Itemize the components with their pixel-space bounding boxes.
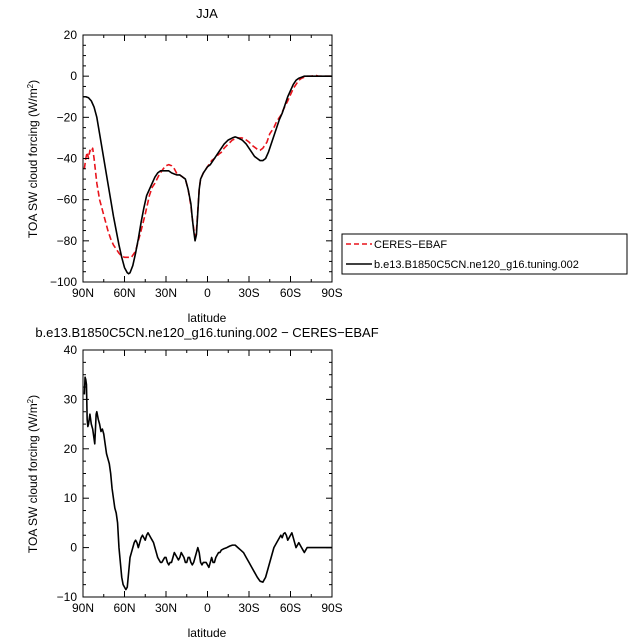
bottom-ytick-label: 0 xyxy=(70,541,77,555)
top-ytick-label: −60 xyxy=(57,193,78,207)
bottom-xtick-label: 90N xyxy=(72,601,94,615)
top-chart-title: JJA xyxy=(196,6,218,21)
top-xtick-label: 30S xyxy=(238,286,259,300)
legend-label-ceres: CERES−EBAF xyxy=(374,239,447,251)
bottom-ytick-label: 30 xyxy=(64,392,78,406)
top-xtick-label: 90S xyxy=(321,286,342,300)
legend-label-model: b.e13.B1850C5CN.ne120_g16.tuning.002 xyxy=(374,259,579,271)
bottom-yaxis-label-sup: 2 xyxy=(26,398,35,403)
top-series-line-1 xyxy=(83,75,332,275)
top-xtick-label: 60S xyxy=(280,286,301,300)
bottom-xtick-label: 60S xyxy=(280,601,301,615)
bottom-xtick-label: 90S xyxy=(321,601,342,615)
top-ytick-label: −20 xyxy=(57,110,78,124)
bottom-ytick-label: 40 xyxy=(64,343,78,357)
top-panel: JJA 90N 60N 30N 0 30S 60S 90S −100 −80 −60 −40 −20 0… xyxy=(26,6,628,325)
top-frame xyxy=(82,34,333,283)
top-yaxis-label-main: TOA SW cloud forcing (W/m xyxy=(26,88,40,238)
top-yaxis-label-sup: 2 xyxy=(26,83,35,88)
top-series-line-0 xyxy=(83,74,331,259)
top-xtick-label: 90N xyxy=(72,286,94,300)
top-xtick-label: 60N xyxy=(113,286,135,300)
legend: CERES−EBAF b.e13.B1850C5CN.ne120_g16.tun… xyxy=(341,233,628,275)
bottom-yaxis-label-main: TOA SW cloud forcing (W/m xyxy=(26,403,40,553)
bottom-xaxis-label: latitude xyxy=(188,626,227,640)
top-xtick-label: 0 xyxy=(204,286,211,300)
top-ytick-label: −100 xyxy=(50,275,77,289)
top-series-group xyxy=(83,74,332,275)
legend-box xyxy=(341,233,628,275)
top-xaxis-label: latitude xyxy=(188,311,227,325)
bottom-xtick-label: 0 xyxy=(204,601,211,615)
top-ytick-label: 20 xyxy=(64,28,78,42)
top-yaxis-label-close: ) xyxy=(26,80,40,84)
bottom-yaxis-label-close: ) xyxy=(26,395,40,399)
bottom-ytick-label: 10 xyxy=(64,491,78,505)
top-ytick-label: 0 xyxy=(70,69,77,83)
bottom-series-line-0 xyxy=(83,376,332,591)
bottom-ytick-label: −10 xyxy=(57,590,78,604)
top-ytick-label: −40 xyxy=(57,152,78,166)
bottom-panel: b.e13.B1850C5CN.ne120_g16.tuning.002 − C… xyxy=(26,325,379,640)
top-yaxis-label: TOA SW cloud forcing (W/m2) xyxy=(26,80,41,238)
top-ytick-label: −80 xyxy=(57,234,78,248)
bottom-yaxis-label: TOA SW cloud forcing (W/m2) xyxy=(26,395,41,553)
bottom-xtick-label: 30S xyxy=(238,601,259,615)
top-xtick-label: 30N xyxy=(155,286,177,300)
bottom-series-group xyxy=(83,376,332,591)
bottom-xtick-label: 30N xyxy=(155,601,177,615)
bottom-chart-title: b.e13.B1850C5CN.ne120_g16.tuning.002 − C… xyxy=(35,325,378,340)
bottom-xtick-label: 60N xyxy=(113,601,135,615)
bottom-plot-area: 90N 60N 30N 0 30S 60S 90S −10 0 10 20 30 40 xyxy=(57,343,343,615)
top-plot-area: 90N 60N 30N 0 30S 60S 90S −100 −80 −60 −40 −20 0 20 xyxy=(50,28,343,300)
bottom-ytick-label: 20 xyxy=(64,442,78,456)
